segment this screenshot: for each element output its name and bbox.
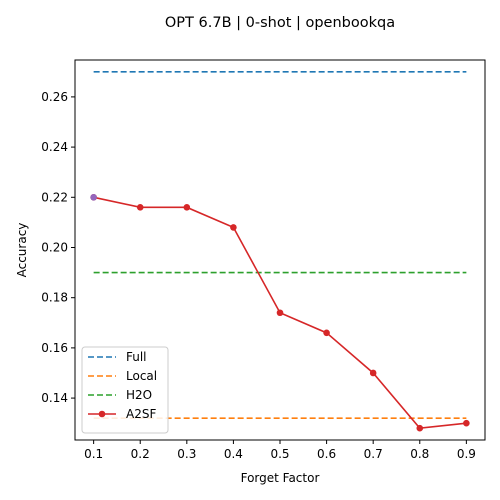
- x-tick-label: 0.2: [131, 447, 150, 461]
- y-tick-label: 0.20: [41, 240, 68, 254]
- legend-label-local: Local: [126, 369, 157, 383]
- x-tick-label: 0.9: [457, 447, 476, 461]
- x-tick-label: 0.7: [364, 447, 383, 461]
- highlighted-data-point: [90, 193, 97, 201]
- data-point-a2sf: [369, 369, 377, 377]
- y-tick-label: 0.18: [41, 291, 68, 305]
- x-tick-label: 0.3: [177, 447, 196, 461]
- y-tick-label: 0.22: [41, 190, 68, 204]
- data-point-a2sf: [323, 329, 330, 337]
- x-axis: 0.1 0.2 0.3 0.4 0.5 0.6 0.7 0.8 0.9: [84, 440, 476, 461]
- legend-marker-a2sf: [98, 410, 106, 418]
- y-axis: 0.14 0.16 0.18 0.20 0.22 0.24 0.26: [41, 90, 75, 405]
- data-point-a2sf: [136, 204, 144, 211]
- y-tick-label: 0.16: [41, 341, 68, 355]
- legend-label-h2o: H2O: [126, 388, 152, 402]
- chart-title: OPT 6.7B | 0-shot | openbookqa: [165, 15, 395, 31]
- plot-area: [90, 71, 470, 432]
- data-point-a2sf: [463, 419, 470, 427]
- y-tick-label: 0.24: [41, 140, 68, 154]
- legend: Full Local H2O A2SF: [81, 346, 169, 434]
- y-tick-label: 0.14: [41, 391, 68, 405]
- legend-label-a2sf: A2SF: [126, 407, 156, 421]
- data-point-a2sf: [230, 224, 237, 231]
- legend-label-full: Full: [126, 350, 147, 364]
- x-tick-label: 0.1: [84, 447, 103, 461]
- data-point-a2sf: [276, 309, 284, 317]
- x-tick-label: 0.8: [410, 447, 429, 461]
- x-axis-label: Forget Factor: [241, 471, 320, 485]
- x-tick-label: 0.5: [270, 447, 289, 461]
- y-axis-label: Accuracy: [15, 223, 29, 278]
- data-point-a2sf: [183, 204, 191, 211]
- x-tick-label: 0.4: [224, 447, 243, 461]
- y-tick-label: 0.26: [41, 90, 68, 104]
- data-point-a2sf: [416, 424, 424, 432]
- x-tick-label: 0.6: [317, 447, 336, 461]
